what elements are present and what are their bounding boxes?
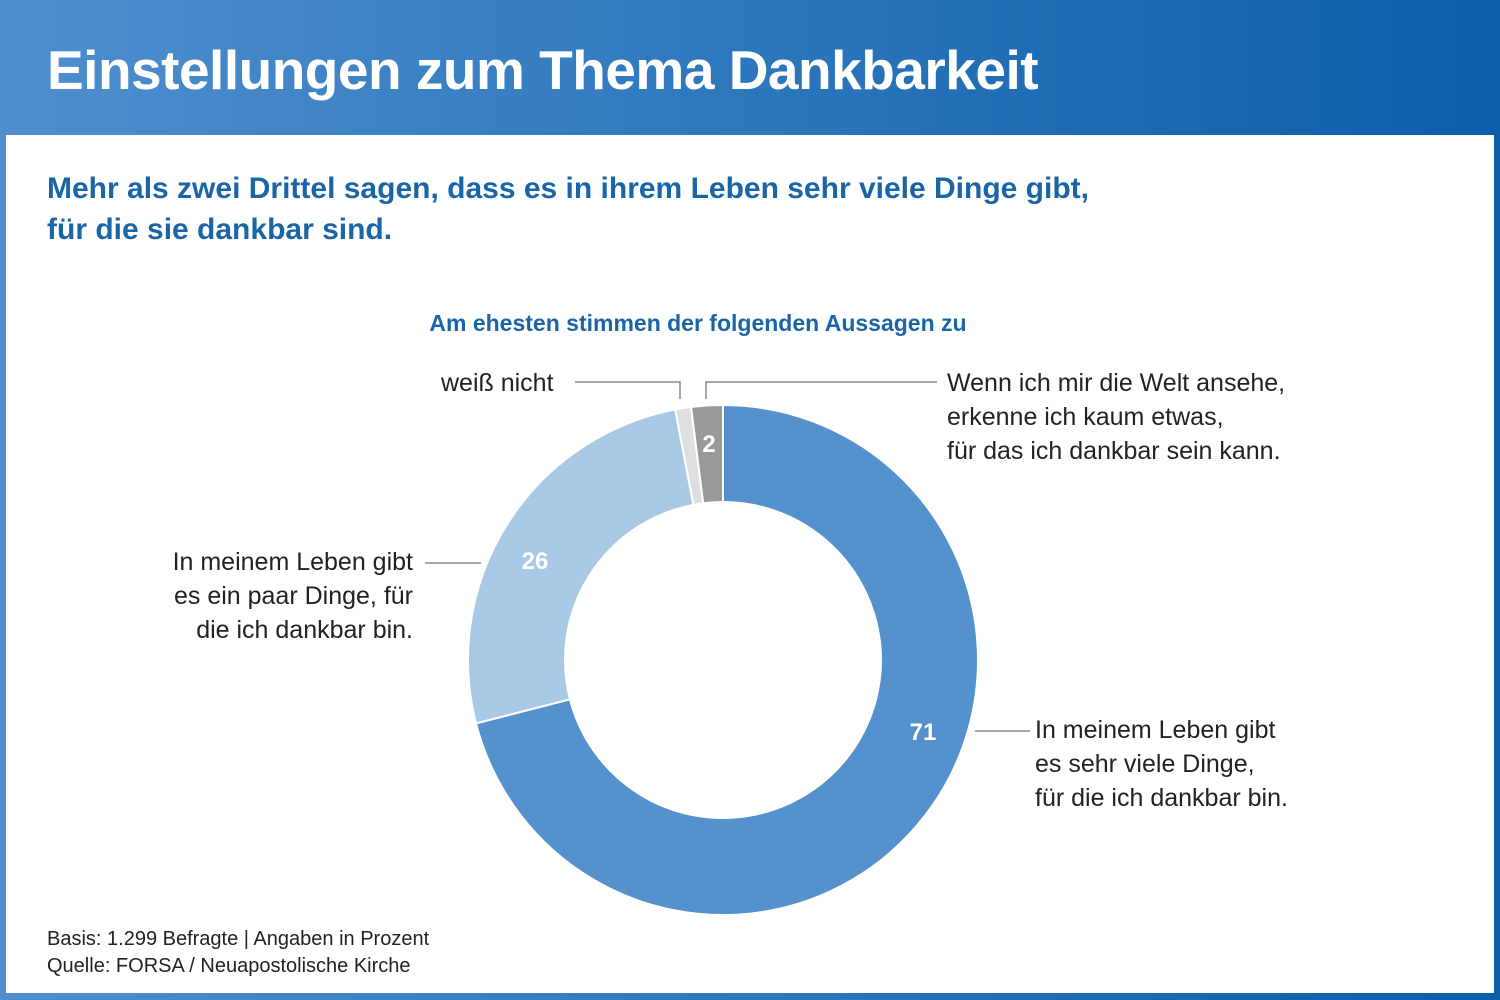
donut-slice <box>689 403 724 505</box>
slice-value-label: 2 <box>702 431 715 458</box>
chart-title: Am ehesten stimmen der folgenden Aussage… <box>429 310 967 336</box>
donut-slice <box>474 403 979 916</box>
footer-basis: Basis: 1.299 Befragte | Angaben in Proze… <box>47 928 430 950</box>
page-title: Einstellungen zum Thema Dankbarkeit <box>47 39 1039 101</box>
subtitle: Mehr als zwei Drittel sagen, dass es in … <box>47 168 1447 250</box>
label-sehr-viele: In meinem Leben gibt es sehr viele Dinge,… <box>1035 716 1288 812</box>
slice-value-label: 26 <box>522 548 549 575</box>
footer: Basis: 1.299 Befragte | Angaben in Proze… <box>47 926 429 980</box>
leader-line-weiss-nicht <box>575 381 681 399</box>
subtitle-line: für die sie dankbar sind. <box>47 213 393 246</box>
header: Einstellungen zum Thema Dankbarkeit <box>0 0 1500 135</box>
label-weiss-nicht: weiß nicht <box>441 369 554 397</box>
label-paar: In meinem Leben gibt es ein paar Dinge, f… <box>172 548 413 644</box>
slice-value-label: 71 <box>910 719 937 746</box>
leader-line-kaum <box>705 381 937 399</box>
footer-source: Quelle: FORSA / Neuapostolische Kirche <box>47 955 411 977</box>
donut-slice <box>467 408 695 725</box>
subtitle-line: Mehr als zwei Drittel sagen, dass es in … <box>47 172 1089 205</box>
label-kaum: Wenn ich mir die Welt ansehe, erkenne ich… <box>947 369 1286 465</box>
